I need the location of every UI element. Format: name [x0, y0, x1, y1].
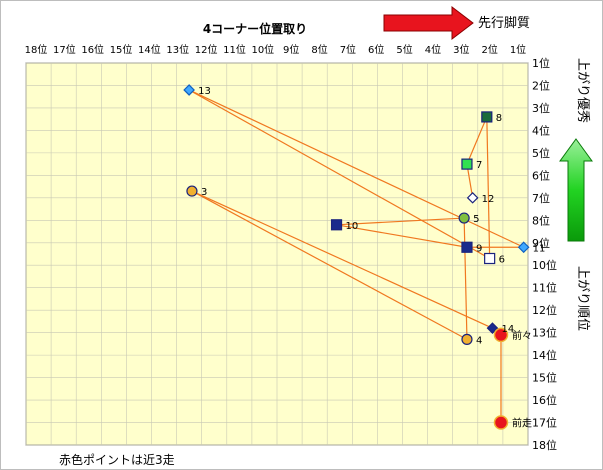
y-tick-label: 2位: [532, 78, 550, 92]
y-tick-label: 12位: [532, 303, 557, 317]
chart-title: 4コーナー位置取り: [203, 21, 307, 36]
point-label: 12: [482, 194, 495, 205]
y-tick-label: 17位: [532, 416, 557, 430]
y-tick-label: 13位: [532, 326, 557, 340]
point-marker-square: [461, 241, 473, 253]
y-tick-label: 9位: [532, 236, 550, 250]
point-label: 前走: [512, 417, 532, 430]
x-tick-label: 7位: [340, 43, 356, 56]
connector-line: [486, 116, 491, 259]
x-tick-labels: 18位 17位 16位 15位 14位 13位 12位 11位 10位 9位 8位 7位 6位 5位 4位 3…: [25, 43, 527, 56]
y-tick-label: 14位: [532, 348, 557, 362]
y-tick-label: 6位: [532, 168, 550, 182]
y-axis-label: 上がり優秀: [575, 58, 590, 123]
x-tick-label: 13位: [166, 43, 189, 56]
x-tick-label: 15位: [110, 43, 133, 56]
point-marker-square: [461, 158, 473, 170]
x-tick-label: 1位: [510, 43, 526, 56]
y-tick-label: 1位: [532, 56, 550, 70]
y-axis-label-lower: 上がり順位: [575, 266, 590, 331]
y-tick-label: 10位: [532, 258, 557, 272]
x-tick-label: 6位: [368, 43, 384, 56]
arrow-right-icon: [383, 5, 474, 41]
point-marker-circle: [461, 333, 473, 345]
y-tick-label: 5位: [532, 146, 550, 160]
x-axis-label: 先行脚質: [478, 15, 530, 31]
y-tick-label: 8位: [532, 213, 550, 227]
recent-race-marker: [493, 327, 509, 343]
point-label: 11: [533, 243, 546, 254]
y-tick-label: 7位: [532, 191, 550, 205]
point-label: 前々: [512, 329, 532, 342]
connector-line: [188, 89, 490, 260]
recent-race-marker: [493, 415, 509, 430]
point-marker-diamond: [183, 84, 195, 96]
point-marker-diamond: [517, 241, 530, 254]
y-tick-label: 15位: [532, 371, 557, 385]
x-tick-label: 18位: [25, 43, 48, 56]
x-tick-label: 14位: [138, 43, 161, 56]
connector-line: [191, 190, 468, 340]
y-tick-label: 11位: [532, 281, 557, 295]
y-tick-label: 18位: [532, 438, 557, 452]
point-label: 9: [476, 243, 482, 254]
point-label: 3: [201, 187, 207, 198]
x-tick-label: 2位: [481, 43, 497, 56]
y-tick-labels: 1位 2位 3位 4位 5位 6位 7位 8位 9位 10位 11位 12位 13位 14位 15位 16位 1…: [532, 56, 557, 452]
legend-note: 赤色ポイントは近3走: [59, 453, 175, 467]
grid-lines: [25, 62, 529, 446]
connector-line: [191, 190, 493, 329]
point-label: 4: [476, 335, 482, 346]
point-label: 6: [499, 254, 505, 265]
connector-line: [336, 217, 465, 226]
y-tick-label: 4位: [532, 123, 550, 137]
point-marker-square: [484, 252, 496, 265]
point-marker-square: [330, 219, 343, 231]
point-marker-circle: [186, 185, 198, 197]
point-marker-circle: [458, 212, 470, 224]
x-tick-label: 8位: [311, 43, 327, 56]
point-label: 5: [473, 214, 479, 225]
y-tick-label: 16位: [532, 393, 557, 407]
point-label: 8: [496, 113, 502, 124]
point-label: 10: [346, 221, 359, 232]
x-tick-label: 9位: [283, 43, 299, 56]
x-tick-label: 3位: [453, 43, 469, 56]
point-label: 7: [476, 160, 482, 171]
point-label: 13: [198, 86, 211, 97]
x-tick-label: 16位: [81, 43, 104, 56]
point-marker-square: [481, 111, 493, 123]
point-marker-diamond: [486, 322, 499, 335]
connector-line: [463, 218, 468, 340]
x-tick-label: 11位: [223, 43, 246, 56]
x-tick-label: 12位: [195, 43, 218, 56]
connector-line: [466, 116, 488, 165]
x-tick-label: 4位: [425, 43, 441, 56]
x-tick-label: 5位: [396, 43, 412, 56]
arrow-up-icon: [559, 138, 593, 242]
point-label: 14: [501, 324, 514, 335]
x-tick-label: 17位: [53, 43, 76, 56]
x-tick-label: 10位: [251, 43, 274, 56]
data-points: [183, 84, 530, 430]
y-tick-label: 3位: [532, 101, 550, 115]
connector-line: [466, 164, 474, 198]
point-marker-diamond: [466, 191, 479, 204]
connector-line: [336, 224, 468, 248]
